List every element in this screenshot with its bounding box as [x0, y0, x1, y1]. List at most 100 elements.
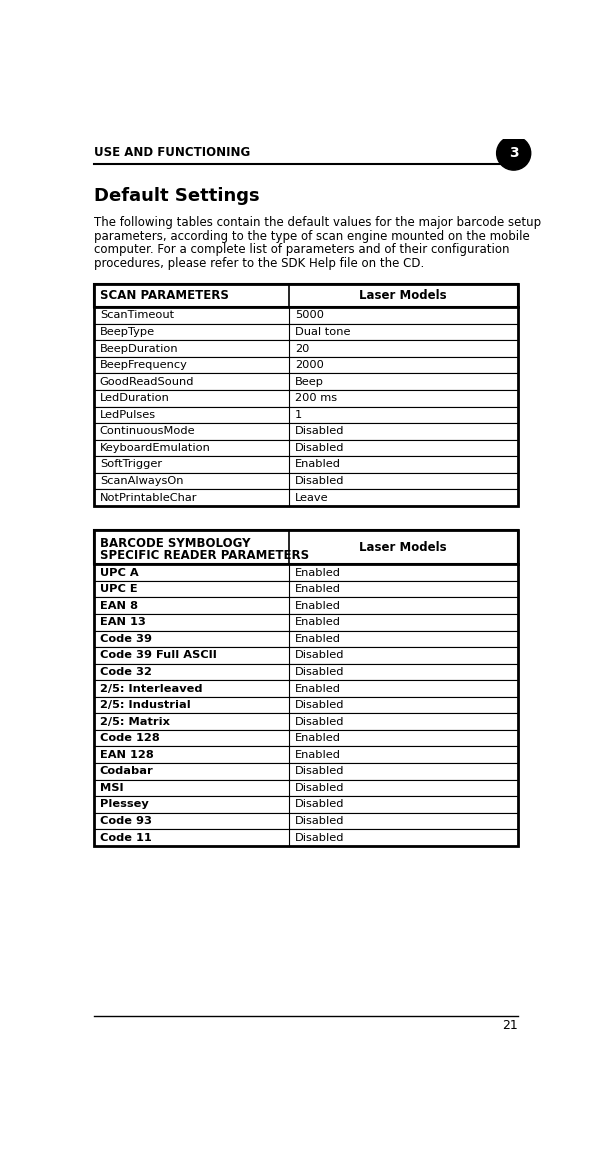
Text: Default Settings: Default Settings — [94, 187, 259, 205]
Text: MSI: MSI — [100, 783, 124, 793]
Text: Enabled: Enabled — [295, 734, 341, 743]
Text: 5000: 5000 — [295, 310, 324, 320]
FancyBboxPatch shape — [94, 713, 517, 730]
FancyBboxPatch shape — [94, 423, 517, 440]
Text: 2/5: Industrial: 2/5: Industrial — [100, 700, 191, 711]
Text: Disabled: Disabled — [295, 426, 345, 437]
Text: 2/5: Interleaved: 2/5: Interleaved — [100, 684, 203, 693]
FancyBboxPatch shape — [94, 680, 517, 697]
FancyBboxPatch shape — [94, 564, 517, 580]
Text: EAN 13: EAN 13 — [100, 618, 146, 627]
FancyBboxPatch shape — [94, 630, 517, 647]
Text: Code 128: Code 128 — [100, 734, 160, 743]
Text: UPC A: UPC A — [100, 568, 138, 578]
FancyBboxPatch shape — [94, 796, 517, 813]
Text: 3: 3 — [509, 146, 519, 160]
Text: BARCODE SYMBOLOGY: BARCODE SYMBOLOGY — [100, 538, 250, 550]
FancyBboxPatch shape — [94, 324, 517, 340]
Text: Laser Models: Laser Models — [359, 289, 447, 302]
Text: BeepDuration: BeepDuration — [100, 344, 178, 354]
Text: Leave: Leave — [295, 492, 328, 503]
Text: KeyboardEmulation: KeyboardEmulation — [100, 442, 211, 453]
Text: Enabled: Enabled — [295, 600, 341, 611]
Text: 20: 20 — [295, 344, 309, 354]
Text: 2000: 2000 — [295, 360, 324, 370]
Text: 1: 1 — [295, 410, 302, 420]
FancyBboxPatch shape — [94, 664, 517, 680]
Text: Code 39 Full ASCII: Code 39 Full ASCII — [100, 650, 217, 661]
Text: Enabled: Enabled — [295, 634, 341, 644]
Text: Disabled: Disabled — [295, 800, 345, 809]
FancyBboxPatch shape — [94, 308, 517, 324]
Text: Code 39: Code 39 — [100, 634, 152, 644]
FancyBboxPatch shape — [94, 406, 517, 423]
Text: EAN 128: EAN 128 — [100, 750, 154, 759]
FancyBboxPatch shape — [94, 697, 517, 713]
Text: 2/5: Matrix: 2/5: Matrix — [100, 716, 170, 727]
Text: 200 ms: 200 ms — [295, 394, 337, 403]
FancyBboxPatch shape — [94, 647, 517, 664]
FancyBboxPatch shape — [94, 614, 517, 630]
FancyBboxPatch shape — [94, 456, 517, 473]
Text: Disabled: Disabled — [295, 766, 345, 777]
Text: EAN 8: EAN 8 — [100, 600, 138, 611]
FancyBboxPatch shape — [94, 813, 517, 829]
FancyBboxPatch shape — [94, 374, 517, 390]
FancyBboxPatch shape — [94, 356, 517, 374]
Text: LedPulses: LedPulses — [100, 410, 156, 420]
Text: Disabled: Disabled — [295, 650, 345, 661]
Text: BeepFrequency: BeepFrequency — [100, 360, 188, 370]
Text: Disabled: Disabled — [295, 832, 345, 843]
Text: The following tables contain the default values for the major barcode setup: The following tables contain the default… — [94, 216, 541, 230]
Text: Beep: Beep — [295, 376, 324, 387]
FancyBboxPatch shape — [94, 440, 517, 456]
Text: procedures, please refer to the SDK Help file on the CD.: procedures, please refer to the SDK Help… — [94, 257, 424, 269]
Text: computer. For a complete list of parameters and of their configuration: computer. For a complete list of paramet… — [94, 244, 509, 257]
Text: Laser Models: Laser Models — [359, 541, 447, 554]
Text: ScanTimeout: ScanTimeout — [100, 310, 174, 320]
FancyBboxPatch shape — [94, 531, 517, 564]
FancyBboxPatch shape — [94, 763, 517, 779]
FancyBboxPatch shape — [94, 390, 517, 406]
Circle shape — [497, 136, 530, 171]
Text: SPECIFIC READER PARAMETERS: SPECIFIC READER PARAMETERS — [100, 549, 309, 562]
Text: ContinuousMode: ContinuousMode — [100, 426, 195, 437]
FancyBboxPatch shape — [94, 340, 517, 356]
Text: Disabled: Disabled — [295, 816, 345, 825]
Text: Disabled: Disabled — [295, 716, 345, 727]
Text: Dual tone: Dual tone — [295, 327, 350, 337]
Text: ScanAlwaysOn: ScanAlwaysOn — [100, 476, 184, 486]
FancyBboxPatch shape — [94, 829, 517, 846]
FancyBboxPatch shape — [94, 580, 517, 598]
Text: Disabled: Disabled — [295, 442, 345, 453]
Text: Enabled: Enabled — [295, 460, 341, 469]
Text: 21: 21 — [502, 1019, 517, 1032]
Text: Disabled: Disabled — [295, 666, 345, 677]
Text: parameters, according to the type of scan engine mounted on the mobile: parameters, according to the type of sca… — [94, 230, 529, 243]
Text: Enabled: Enabled — [295, 584, 341, 594]
FancyBboxPatch shape — [94, 489, 517, 506]
Text: GoodReadSound: GoodReadSound — [100, 376, 194, 387]
Text: Plessey: Plessey — [100, 800, 148, 809]
Text: LedDuration: LedDuration — [100, 394, 170, 403]
Text: Disabled: Disabled — [295, 783, 345, 793]
Text: Enabled: Enabled — [295, 684, 341, 693]
Text: NotPrintableChar: NotPrintableChar — [100, 492, 197, 503]
Text: SoftTrigger: SoftTrigger — [100, 460, 162, 469]
Text: Code 93: Code 93 — [100, 816, 152, 825]
Text: USE AND FUNCTIONING: USE AND FUNCTIONING — [94, 146, 250, 159]
Text: Disabled: Disabled — [295, 700, 345, 711]
Text: Enabled: Enabled — [295, 618, 341, 627]
FancyBboxPatch shape — [94, 779, 517, 796]
Text: Code 32: Code 32 — [100, 666, 151, 677]
FancyBboxPatch shape — [94, 473, 517, 489]
FancyBboxPatch shape — [94, 747, 517, 763]
Text: BeepType: BeepType — [100, 327, 155, 337]
Text: Enabled: Enabled — [295, 568, 341, 578]
Text: UPC E: UPC E — [100, 584, 137, 594]
Text: SCAN PARAMETERS: SCAN PARAMETERS — [100, 289, 229, 302]
Text: Enabled: Enabled — [295, 750, 341, 759]
FancyBboxPatch shape — [94, 730, 517, 747]
Text: Code 11: Code 11 — [100, 832, 151, 843]
FancyBboxPatch shape — [94, 284, 517, 308]
